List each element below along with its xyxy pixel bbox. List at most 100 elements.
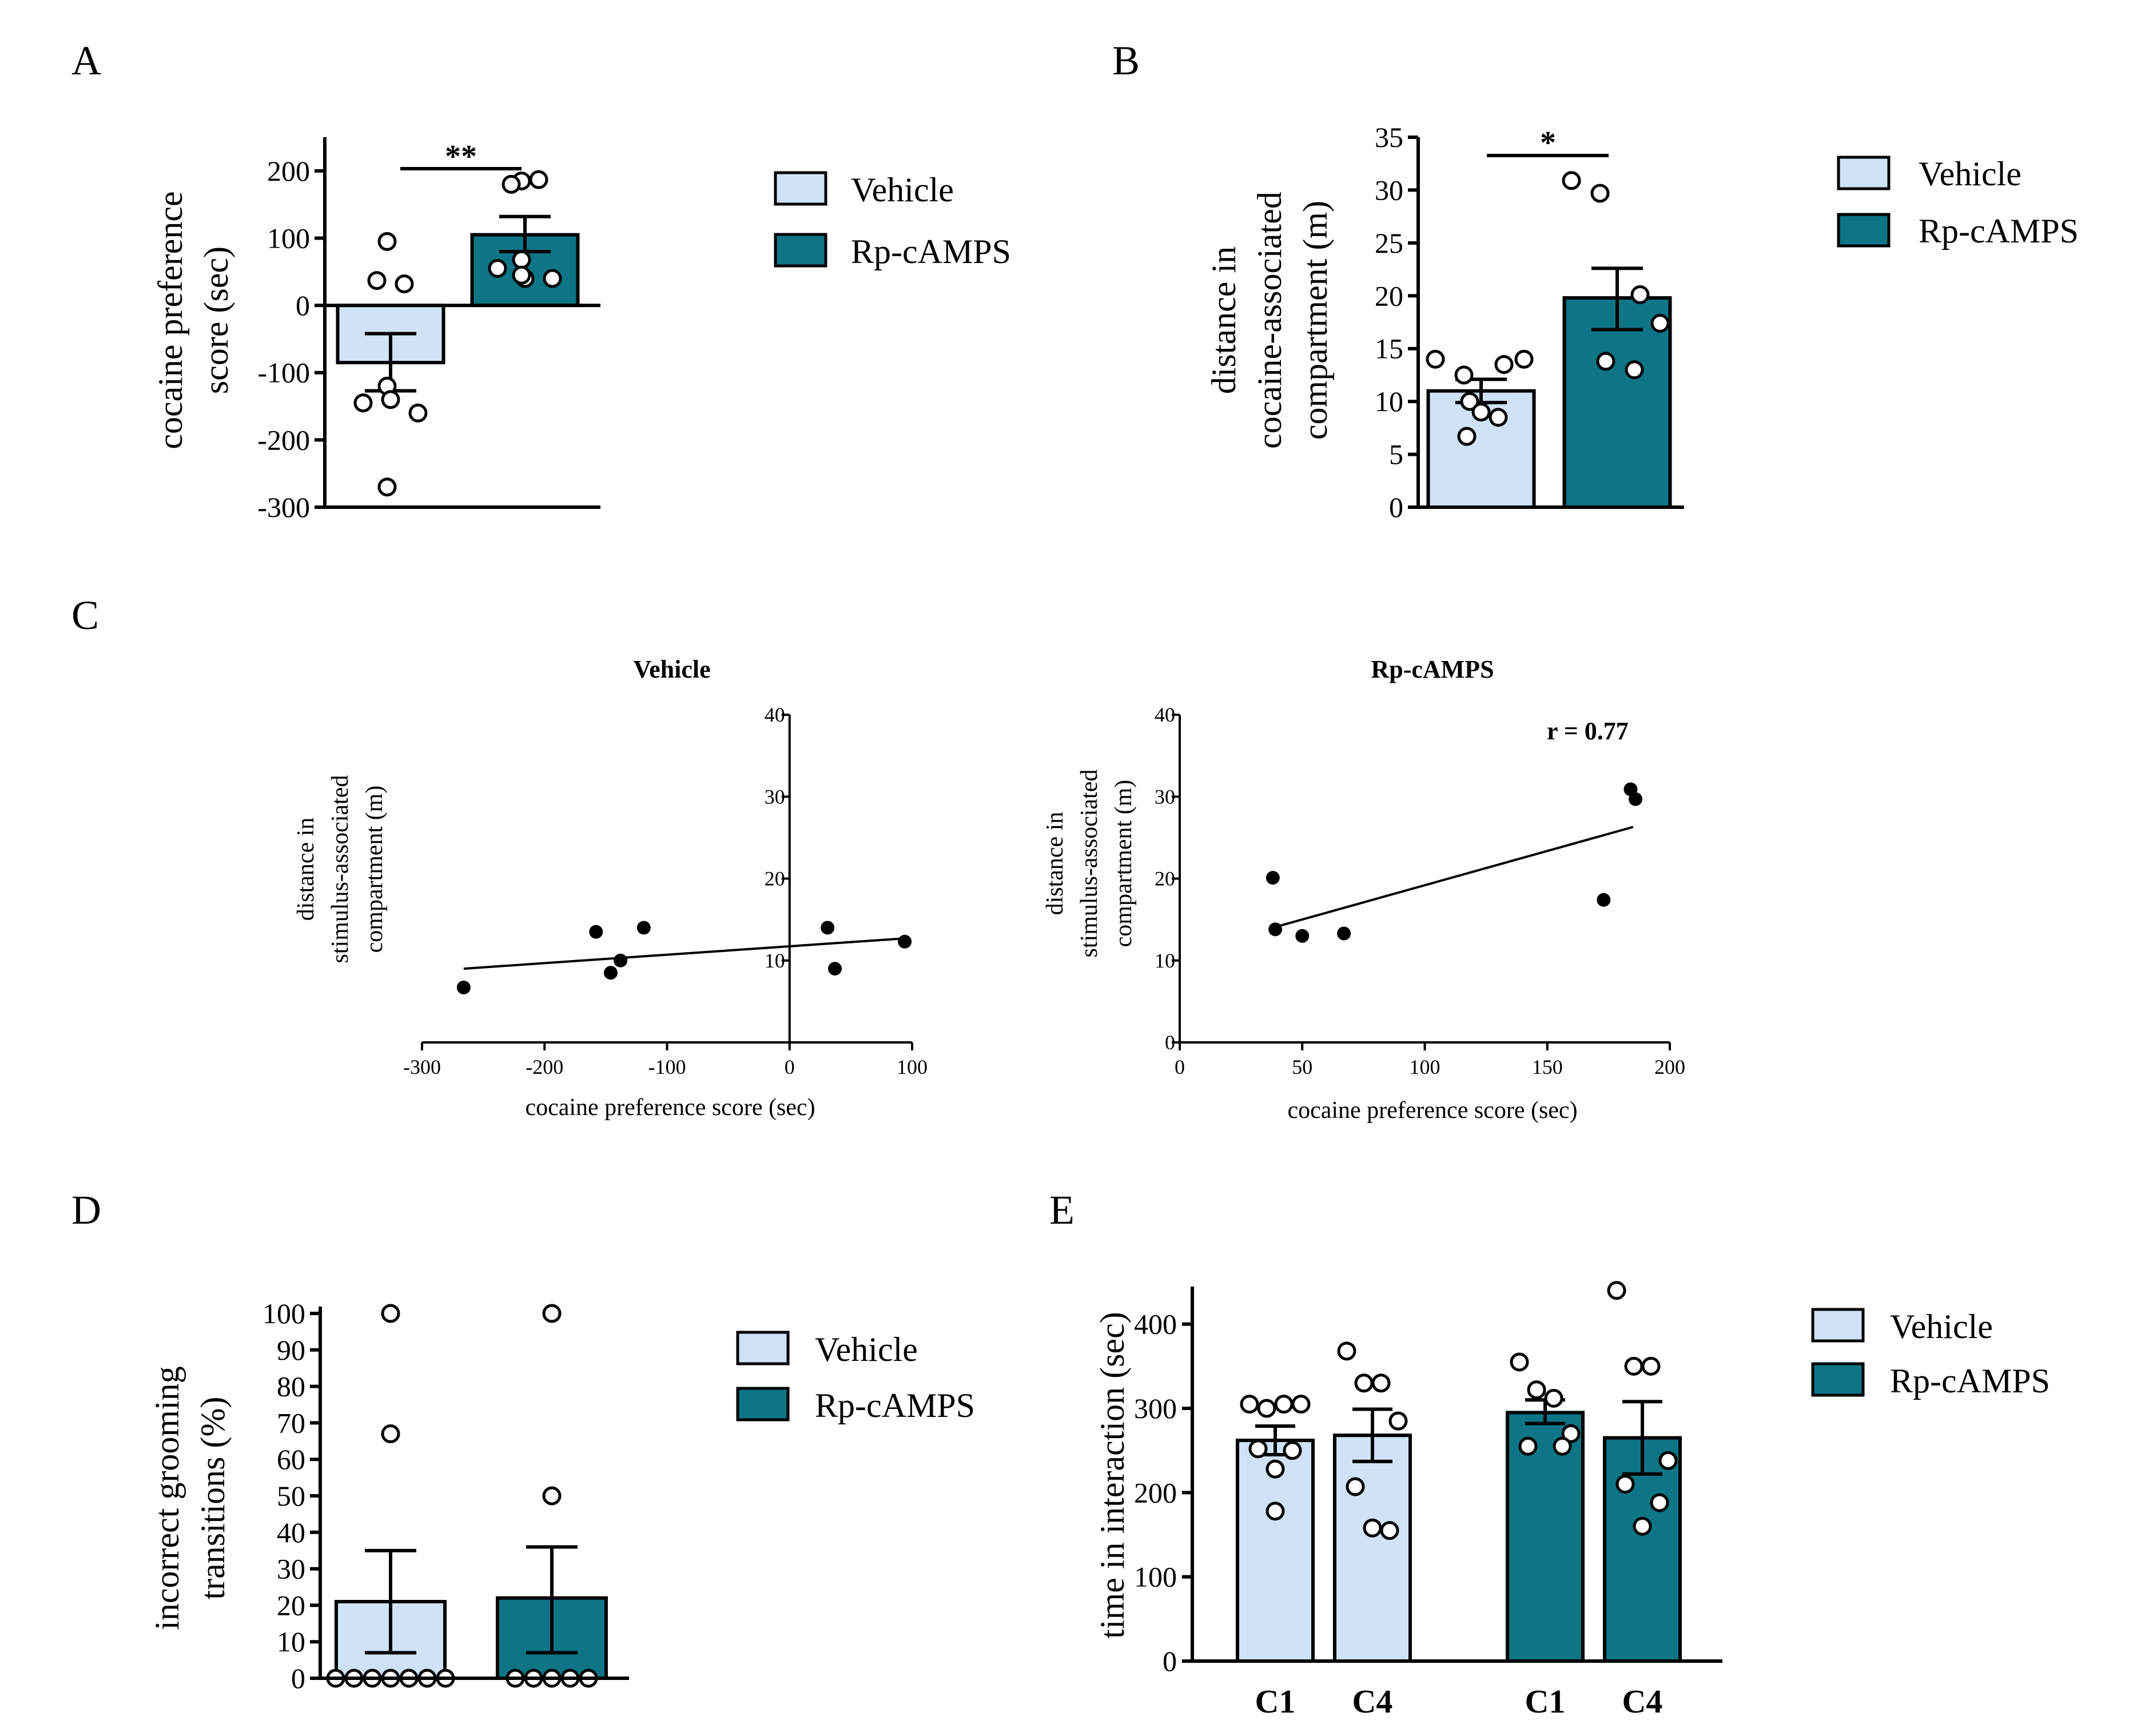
panel-a-ytick-label-2: 0 (296, 289, 310, 321)
panel-e-point-3-4 (1615, 1475, 1635, 1494)
panel-b-ytick-label-4: 15 (1375, 333, 1403, 365)
panel-b-point-1-3 (1650, 313, 1670, 333)
panel-e-point-3-6 (1633, 1516, 1652, 1536)
panel-c-vehicle-fit-line (463, 937, 905, 970)
panel-b-point-0-6 (1471, 403, 1491, 422)
panel-c-rp-point-4 (1597, 893, 1611, 907)
legend-d-rp-swatch (736, 1387, 790, 1422)
panel-e-point-3-3 (1658, 1451, 1678, 1470)
legend-b-vehicle-swatch (1837, 156, 1891, 190)
panel-b-point-0-4 (1460, 392, 1479, 411)
panel-letter-e: E (1049, 1187, 1075, 1233)
panel-c-vehicle-ytick-label-3: 10 (765, 949, 785, 972)
panel-c-rp-correlation: r = 0.77 (1547, 717, 1629, 745)
panel-a-point-1-6 (543, 269, 562, 288)
legend-a: Vehicle Rp-cAMPS (774, 171, 1011, 270)
panel-b-point-1-0 (1562, 171, 1581, 190)
panel-c-vehicle-xlabel: cocaine preference score (sec) (525, 1094, 815, 1121)
panel-letter-c: C (71, 592, 99, 638)
panel-e-chart: time in interaction (sec) 4003002001000 … (1093, 1281, 1722, 1720)
panel-b-point-0-5 (1489, 408, 1508, 427)
panel-e-category-label-0: C1 (1255, 1683, 1296, 1720)
panel-a-point-1-7 (512, 265, 531, 285)
panel-e-category-label-1: C4 (1352, 1683, 1393, 1720)
panel-d-ytick-label-8: 20 (277, 1589, 305, 1621)
panel-a-point-0-5 (381, 390, 400, 409)
panel-e-ytick-label-3: 100 (1134, 1561, 1177, 1593)
panel-e-point-3-1 (1624, 1356, 1643, 1376)
panel-b-point-1-4 (1596, 352, 1615, 371)
panel-c-rp-chart: Rp-cAMPS distance in stimulus-associated… (1042, 655, 1685, 1124)
panel-b-point-0-7 (1457, 427, 1477, 446)
panel-b-bar-1 (1562, 296, 1672, 509)
panel-a-ylabel-line1: cocaine preference (152, 191, 189, 449)
panel-c-vehicle-point-1 (589, 925, 603, 939)
panel-e-point-3-2 (1641, 1356, 1661, 1376)
panel-e-category-label-2: C1 (1525, 1683, 1566, 1720)
panel-d-point-1-0 (542, 1304, 562, 1323)
panel-a-ytick-label-5: -300 (257, 491, 310, 523)
panel-c-rp-xtick-label-1: 50 (1292, 1056, 1312, 1078)
panel-a-ylabel-line2: score (sec) (197, 246, 235, 394)
panel-e-point-1-2 (1371, 1373, 1391, 1393)
panel-e-point-1-4 (1346, 1477, 1365, 1496)
panel-c-vehicle-point-7 (898, 934, 912, 949)
panel-e-ylabel: time in interaction (sec) (1093, 1312, 1131, 1638)
panel-c-vehicle-xtick-label-4: 100 (897, 1056, 928, 1078)
panel-c-rp-ylabel-line3: compartment (m) (1111, 780, 1137, 947)
panel-c-rp-ylabel-line2: stimulus-associated (1076, 770, 1103, 958)
panel-c-vehicle-point-2 (603, 966, 618, 980)
panel-a-point-1-4 (488, 258, 507, 278)
legend-d-rp-label: Rp-cAMPS (815, 1387, 975, 1424)
panel-b-ytick-label-6: 5 (1389, 439, 1403, 471)
panel-c-rp-ytick-label-0: 40 (1155, 703, 1175, 726)
panel-c-rp-ytick-label-1: 30 (1155, 785, 1175, 808)
panel-e-point-1-5 (1380, 1521, 1399, 1540)
panel-b-point-1-1 (1590, 184, 1610, 203)
panel-c-vehicle-ylabel-line2: stimulus-associated (327, 775, 353, 963)
panel-b-ylabel-line3: compartment (m) (1296, 201, 1334, 440)
legend-e: Vehicle Rp-cAMPS (1811, 1308, 2050, 1400)
panel-d-ytick-label-0: 100 (262, 1297, 305, 1329)
legend-e-vehicle-swatch (1811, 1308, 1865, 1343)
panel-e-point-1-1 (1354, 1373, 1374, 1393)
panel-c-vehicle-point-3 (614, 953, 628, 967)
legend-b-rp-swatch (1837, 213, 1891, 248)
panel-a-ytick-label-4: -200 (257, 424, 310, 456)
panel-e-point-2-1 (1527, 1380, 1546, 1400)
panel-c-vehicle-xtick-label-2: -100 (648, 1056, 686, 1078)
panel-c-vehicle-title: Vehicle (633, 655, 710, 683)
panel-e-point-2-3 (1561, 1424, 1581, 1443)
panel-d-ylabel-line1: incorrect grooming (148, 1366, 186, 1630)
panel-e-point-2-4 (1518, 1436, 1538, 1456)
panel-b-ytick-label-5: 10 (1375, 385, 1403, 417)
panel-c-rp-point-6 (1629, 792, 1643, 806)
panel-e-point-1-3 (1388, 1411, 1408, 1431)
panel-b-ylabel-line2: cocaine-associated (1251, 192, 1288, 449)
panel-b-point-1-2 (1630, 285, 1650, 304)
panel-a-point-0-4 (353, 393, 373, 413)
panel-d-ytick-label-1: 90 (277, 1334, 305, 1366)
panel-c-rp-point-3 (1337, 926, 1351, 941)
legend-e-rp-swatch (1811, 1362, 1865, 1397)
panel-a-chart: cocaine preference score (sec) 200 100 0 -1… (152, 137, 600, 523)
panel-c-vehicle-point-0 (456, 981, 471, 995)
panel-c-vehicle-xtick-label-3: 0 (785, 1056, 795, 1078)
panel-e-point-0-5 (1283, 1441, 1302, 1460)
panel-b-ytick-label-2: 25 (1375, 227, 1403, 259)
panel-b-sig-label: * (1540, 125, 1556, 161)
panel-e-point-3-0 (1607, 1281, 1626, 1300)
panel-e-category-label-3: C4 (1622, 1683, 1663, 1720)
panel-b-point-0-2 (1494, 355, 1514, 374)
panel-b-ytick-label-0: 35 (1375, 121, 1403, 153)
panel-e-point-2-5 (1553, 1436, 1572, 1456)
panel-letter-d: D (71, 1187, 101, 1233)
panel-c-vehicle-point-5 (821, 921, 835, 935)
panel-a-ytick-label-3: -100 (257, 357, 310, 389)
panel-c-rp-ylabel-line1: distance in (1042, 812, 1068, 915)
panel-c-rp-xtick-label-4: 200 (1654, 1056, 1685, 1078)
panel-e-point-1-6 (1363, 1518, 1382, 1538)
panel-e-point-0-2 (1274, 1395, 1294, 1414)
panel-c-vehicle-point-6 (828, 962, 842, 976)
panel-c-vehicle-point-4 (636, 921, 651, 935)
